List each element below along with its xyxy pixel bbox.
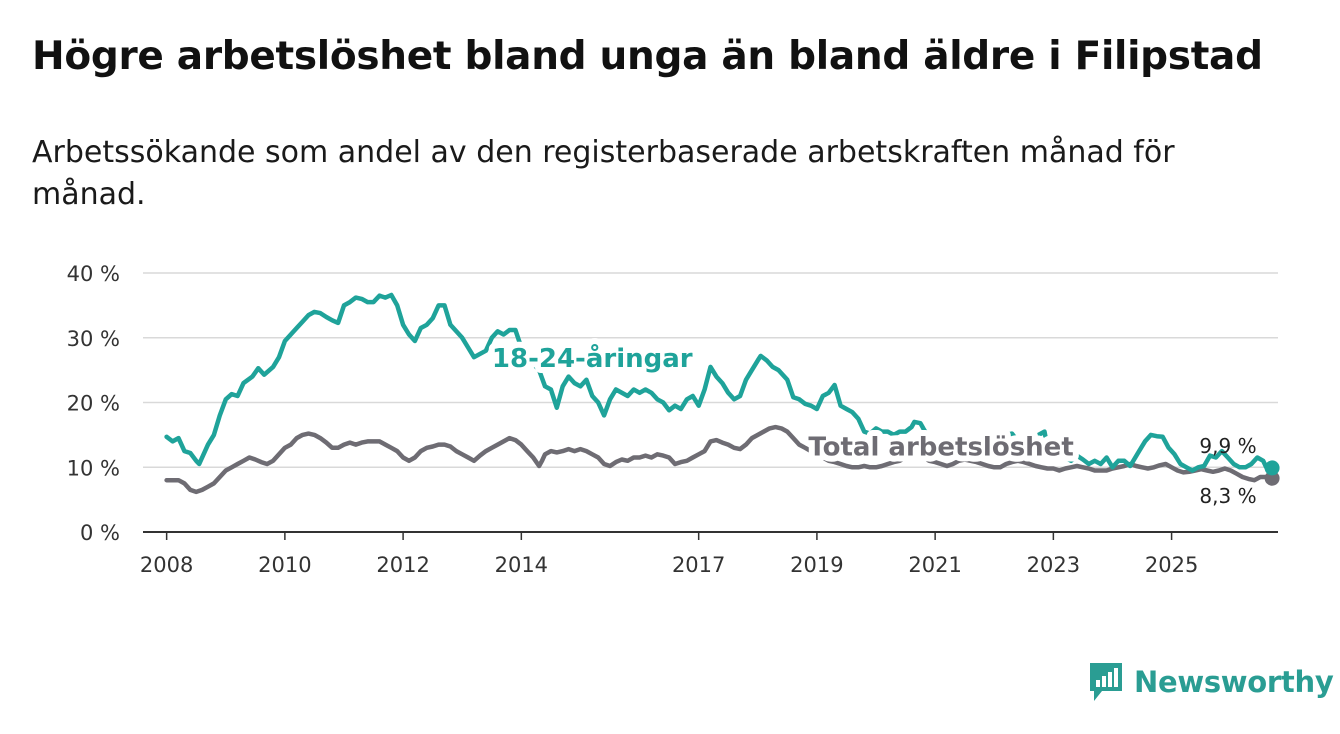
x-tick-label: 2008	[140, 553, 193, 577]
x-tick-label: 2021	[908, 553, 961, 577]
y-tick-label: 30 %	[67, 327, 120, 351]
x-tick-label: 2017	[672, 553, 725, 577]
x-tick-label: 2010	[258, 553, 311, 577]
end-value-label-youth: 9,9 %	[1199, 434, 1256, 458]
series-label-youth: 18-24-åringar	[492, 342, 693, 374]
x-tick-label: 2025	[1145, 553, 1198, 577]
end-value-label-total: 8,3 %	[1199, 484, 1256, 508]
line-chart: 0 % 10 % 20 % 30 % 40 % 2008 2010 2012 2014 2017…	[67, 262, 1280, 577]
series-lines	[164, 292, 1280, 495]
series-labels: 8,3 % 9,9 % 18-24-åringar Total arbetslöshe…	[486, 336, 1257, 508]
series-line-youth	[164, 292, 1275, 473]
y-axis-ticks: 0 % 10 % 20 % 30 % 40 %	[67, 262, 120, 545]
series-end-point-youth	[1264, 460, 1280, 476]
newsworthy-brand: Newsworthy	[1088, 660, 1334, 704]
x-tick-label: 2023	[1027, 553, 1080, 577]
series-line-total	[164, 424, 1275, 495]
y-tick-label: 0 %	[80, 521, 120, 545]
x-tick-label: 2014	[495, 553, 548, 577]
newsworthy-logo-icon	[1090, 663, 1122, 701]
brand-name: Newsworthy	[1134, 665, 1334, 699]
x-tick-label: 2012	[376, 553, 429, 577]
chart-title: Högre arbetslöshet bland unga än bland ä…	[32, 34, 1263, 79]
y-tick-label: 40 %	[67, 262, 120, 286]
x-axis: 2008 2010 2012 2014 2017 2019 2021 2023 2025	[140, 531, 1278, 577]
x-tick-label: 2019	[790, 553, 843, 577]
series-end-point-total	[1264, 470, 1280, 486]
series-label-total: Total arbetslöshet	[808, 433, 1073, 463]
y-tick-label: 10 %	[67, 456, 120, 480]
y-tick-label: 20 %	[67, 392, 120, 416]
chart-subtitle: Arbetssökande som andel av den registerb…	[32, 135, 1175, 212]
